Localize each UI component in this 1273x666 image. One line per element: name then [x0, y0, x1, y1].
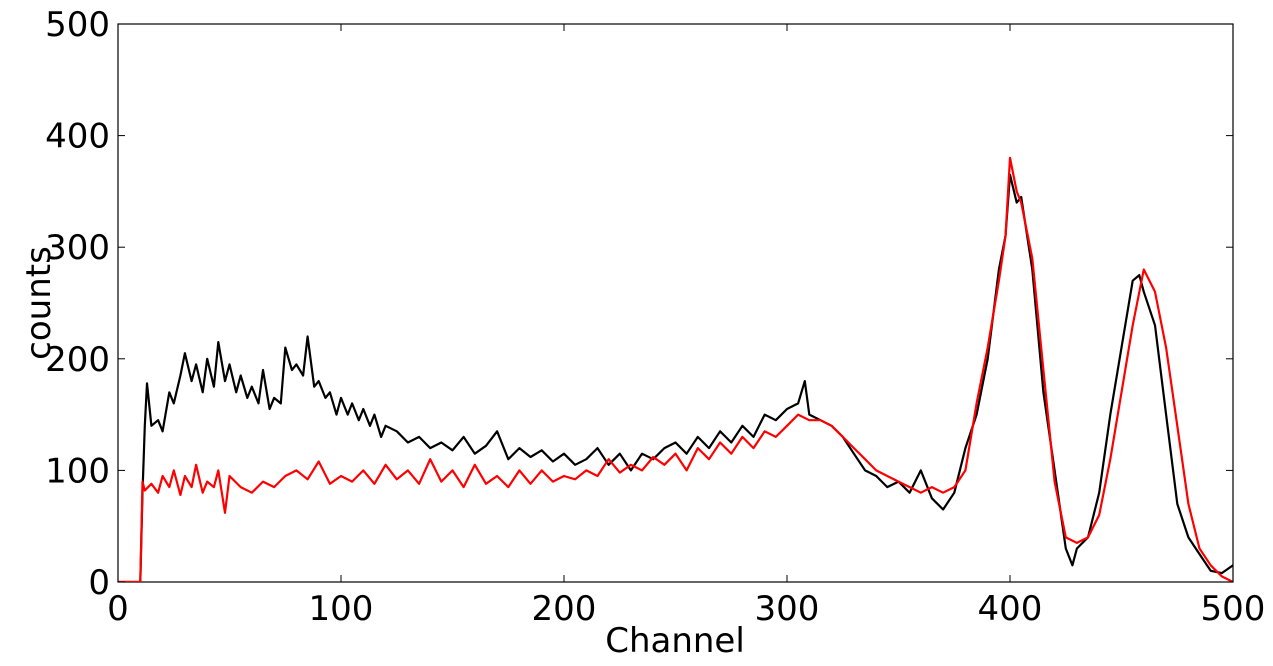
x-tick-label: 400: [978, 589, 1043, 629]
x-tick-label: 0: [107, 589, 129, 629]
x-tick-label: 500: [1201, 589, 1266, 629]
y-axis-label: counts: [19, 246, 59, 360]
series-layer: [118, 156, 1233, 582]
tick-layer: [117, 23, 1234, 583]
plot-frame: [117, 23, 1234, 583]
series-line-2: [118, 156, 1233, 582]
y-tick-label: 300: [45, 228, 110, 268]
x-axis-label: Channel: [605, 621, 745, 661]
x-tick-label: 300: [755, 589, 820, 629]
y-tick-label: 500: [45, 5, 110, 45]
y-tick-label: 200: [45, 340, 110, 380]
y-tick-label: 100: [45, 451, 110, 491]
y-tick-label: 0: [88, 563, 110, 603]
tick-label-layer: 0 100 200 300 400 500 0 100 200 300 400 500: [45, 5, 1265, 629]
x-tick-label: 200: [532, 589, 597, 629]
x-tick-label: 100: [309, 589, 374, 629]
y-tick-label: 400: [45, 117, 110, 157]
